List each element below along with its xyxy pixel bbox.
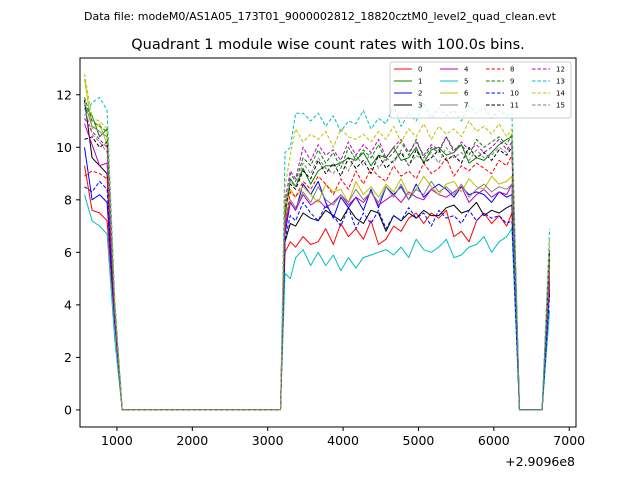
legend-label-11: 11 [510,102,519,110]
legend-label-6: 6 [464,90,469,98]
legend-label-5: 5 [464,78,468,86]
x-tick-label: 3000 [252,433,284,448]
legend-label-13: 13 [556,78,565,86]
legend-label-15: 15 [556,102,565,110]
x-tick-label: 2000 [176,433,208,448]
legend-label-2: 2 [418,90,422,98]
y-tick-label: 12 [56,87,72,102]
y-tick-label: 6 [64,245,72,260]
legend-label-10: 10 [510,90,519,98]
series-line-10 [84,180,551,411]
legend-label-4: 4 [464,66,469,74]
y-tick-label: 10 [56,140,72,155]
x-tick-label: 4000 [327,433,359,448]
y-tick-label: 4 [64,297,72,312]
legend-label-7: 7 [464,102,468,110]
legend-label-0: 0 [418,66,422,74]
y-tick-label: 2 [64,350,72,365]
series-line-1 [84,105,551,411]
series-line-11 [84,136,551,411]
series-line-15 [84,107,551,411]
legend-label-12: 12 [556,66,565,74]
legend-label-9: 9 [510,78,514,86]
axes-layer: 1000 2000 3000 4000 5000 6000 7000 0 2 4 6 8 10 12 [56,87,585,448]
plot-frame [79,57,577,428]
series-line-14 [84,73,551,411]
legend-label-3: 3 [418,102,422,110]
y-tick-label: 8 [64,192,72,207]
data-file-label: Data file: modeM0/AS1A05_173T01_90000028… [84,10,557,23]
x-tick-label: 1000 [101,433,133,448]
series-line-6 [84,78,551,411]
series-line-0 [84,165,551,411]
x-tick-label: 7000 [553,433,585,448]
x-offset-label: +2.9096e8 [505,454,575,469]
series-line-7 [84,102,551,411]
series-line-5 [84,194,551,411]
legend-label-8: 8 [510,66,514,74]
x-tick-label: 5000 [403,433,435,448]
series-layer [84,73,551,411]
legend-box [389,61,572,119]
series-line-4 [84,123,551,411]
chart-title: Quadrant 1 module wise count rates with … [131,37,525,53]
y-tick-label: 0 [64,402,72,417]
legend-label-14: 14 [556,90,565,98]
x-tick-label: 6000 [478,433,510,448]
legend-label-1: 1 [418,78,422,86]
